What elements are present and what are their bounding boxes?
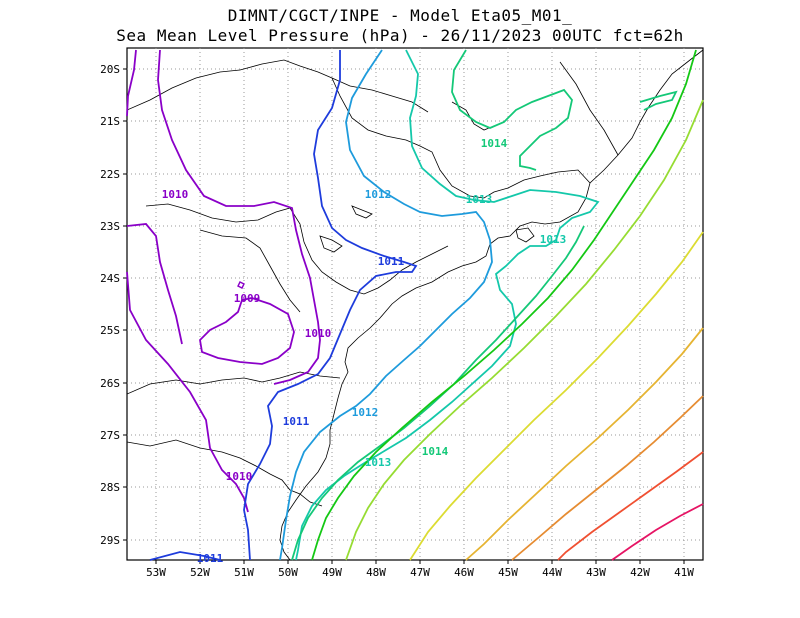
state-border-sc-rs <box>126 439 323 507</box>
contour-label-1012: 1012 <box>365 188 392 201</box>
lon-label: 46W <box>454 566 474 579</box>
isobar-1010-north <box>126 49 137 117</box>
contour-labels: 1009 1010 1010 1010 1011 1011 1011 1012 … <box>162 137 567 565</box>
contour-label-1014: 1014 <box>422 445 449 458</box>
contour-label-1010: 1010 <box>305 327 332 340</box>
bay-outline-rj <box>515 227 535 243</box>
chart-title-line-1: DIMNT/CGCT/INPE - Model Eta05_M01_ <box>227 6 573 25</box>
lat-label: 25S <box>100 324 120 337</box>
contour-label-1013: 1013 <box>365 456 392 469</box>
lat-label: 23S <box>100 220 120 233</box>
coastline-borders <box>126 49 704 561</box>
longitude-labels: 53W 52W 51W 50W 49W 48W 47W 46W 45W 44W … <box>146 566 694 579</box>
isobar-1016 <box>345 99 704 561</box>
isobar-1009-cell <box>237 281 245 289</box>
chart-title-line-2: Sea Mean Level Pressure (hPa) - 26/11/20… <box>116 26 684 45</box>
lagoon-outline <box>351 205 373 219</box>
lat-label: 29S <box>100 534 120 547</box>
contour-label-1010: 1010 <box>162 188 189 201</box>
lon-label: 48W <box>366 566 386 579</box>
isobar-1017 <box>409 231 704 561</box>
isobar-1009 <box>199 297 295 365</box>
isobar-1010-cell <box>126 223 183 345</box>
contour-label-1010: 1010 <box>226 470 253 483</box>
lon-label: 42W <box>630 566 650 579</box>
isobar-1019 <box>511 395 704 561</box>
contour-label-1013: 1013 <box>540 233 567 246</box>
bay-outline <box>319 235 343 253</box>
state-border-ms-pr <box>199 229 301 313</box>
latitude-labels: 20S 21S 22S 23S 24S 25S 26S 27S 28S 29S <box>100 63 120 547</box>
lat-label: 24S <box>100 272 120 285</box>
isobar-1020 <box>557 451 704 561</box>
state-border-mg-es <box>559 61 619 156</box>
isobar-1014 <box>451 49 573 171</box>
isobar-1015 <box>311 49 697 561</box>
lon-label: 53W <box>146 566 166 579</box>
map-frame <box>126 47 704 561</box>
contour-label-1009: 1009 <box>234 292 261 305</box>
lat-label: 20S <box>100 63 120 76</box>
contour-label-1011: 1011 <box>283 415 310 428</box>
isobar-1011-bottom <box>149 551 221 561</box>
isobars <box>126 49 704 561</box>
lon-label: 41W <box>674 566 694 579</box>
isobar-1021 <box>611 503 704 561</box>
lon-label: 45W <box>498 566 518 579</box>
state-border-sp-pr <box>145 203 449 295</box>
coastal-islands <box>451 101 495 131</box>
grid-lines <box>127 48 703 560</box>
contour-label-1013: 1013 <box>466 193 493 206</box>
contour-label-1011: 1011 <box>197 552 224 565</box>
lon-label: 44W <box>542 566 562 579</box>
contour-label-1011: 1011 <box>378 255 405 268</box>
lat-label: 27S <box>100 429 120 442</box>
contour-label-1012: 1012 <box>352 406 379 419</box>
lon-label: 43W <box>586 566 606 579</box>
isobar-1012 <box>279 49 493 561</box>
lon-label: 50W <box>278 566 298 579</box>
lon-label: 51W <box>234 566 254 579</box>
isobar-1014-east <box>639 90 678 111</box>
lon-label: 49W <box>322 566 342 579</box>
isobar-1013 <box>295 49 600 561</box>
lon-label: 47W <box>410 566 430 579</box>
lat-label: 21S <box>100 115 120 128</box>
isobar-1014-south <box>291 225 585 561</box>
lat-label: 28S <box>100 481 120 494</box>
state-border-pr-sc <box>126 371 341 395</box>
tick-marks <box>123 68 685 564</box>
lat-label: 22S <box>100 168 120 181</box>
state-border-mg-sp <box>331 77 591 199</box>
lon-label: 52W <box>190 566 210 579</box>
state-border-north <box>126 59 429 113</box>
atlantic-coastline <box>279 49 704 561</box>
isobar-1018 <box>465 327 704 561</box>
isobar-1011-north <box>243 50 418 561</box>
contour-label-1014: 1014 <box>481 137 508 150</box>
lat-label: 26S <box>100 377 120 390</box>
isobar-1010-south <box>126 271 249 513</box>
isobar-1010-west <box>157 49 321 385</box>
